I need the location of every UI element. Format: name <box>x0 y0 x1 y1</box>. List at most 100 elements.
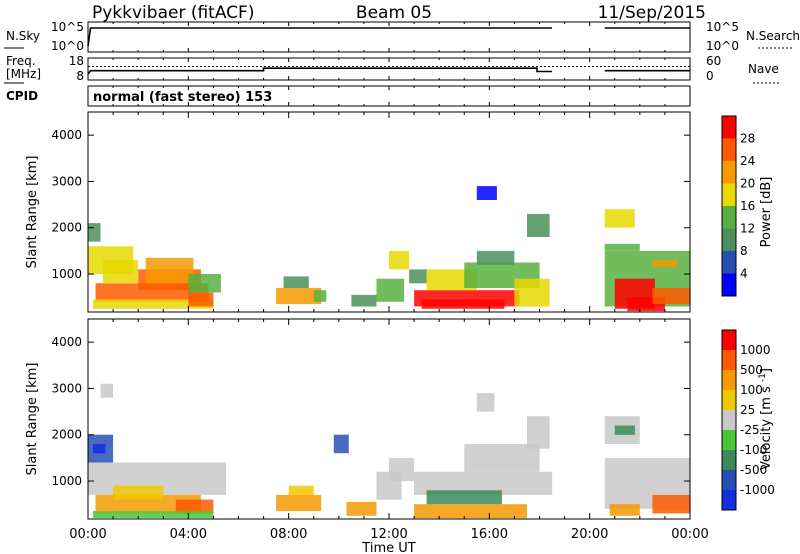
velocity-cell-15 <box>414 504 527 519</box>
time-tick-label-2: 08:00 <box>270 527 307 542</box>
freq-label-1: Freq. <box>6 54 36 68</box>
power-ytick-label-3: 4000 <box>51 128 82 142</box>
velocity-cell-6 <box>93 511 214 518</box>
nsky-panel-frame <box>87 21 691 53</box>
power-cbar-segment-7 <box>722 116 736 139</box>
power-cell-14 <box>389 250 410 270</box>
power-y-axis: 1000 2000 3000 4000 <box>51 128 690 281</box>
velocity-cell-14 <box>414 471 553 495</box>
power-cbar-segment-0 <box>722 273 736 296</box>
power-cbar-tick-2: 12 <box>740 222 755 236</box>
velocity-cell-21 <box>609 504 640 516</box>
nsky-tick-bottom: 10^0 <box>51 39 84 53</box>
date-title: 11/Sep/2015 <box>598 3 706 23</box>
velocity-colorbar: 1000 500 100 25 -25 -100 -500 -1000 <box>721 329 775 511</box>
velocity-cbar-segment-1 <box>722 470 736 490</box>
power-heatmap <box>88 186 690 312</box>
velocity-cbar-label-tail: ] <box>759 368 774 373</box>
radar-title: Pykkvibaer (fitACF) <box>92 3 254 23</box>
freq-series <box>87 66 690 75</box>
power-cell-9 <box>276 287 322 305</box>
power-cell-15 <box>409 269 427 284</box>
velocity-cbar-tick-1: 500 <box>740 363 763 377</box>
power-cbar-segment-4 <box>722 183 736 206</box>
velocity-ytick-label-3: 4000 <box>51 335 82 349</box>
velocity-cell-4 <box>113 485 164 500</box>
velocity-cbar-segment-2 <box>722 450 736 470</box>
velocity-cbar-tick-3: 25 <box>740 403 755 417</box>
power-cell-3 <box>103 260 139 284</box>
power-cell-20 <box>476 250 515 265</box>
nave-tick-top: 60 <box>706 54 721 68</box>
series-line-0 <box>87 67 690 75</box>
time-axis-title: Time UT <box>361 541 415 554</box>
velocity-cbar-segment-6 <box>722 370 736 390</box>
velocity-cell-8 <box>276 494 322 512</box>
velocity-cell-9 <box>288 485 314 495</box>
velocity-cbar-segment-3 <box>722 430 736 450</box>
power-cbar-segment-6 <box>722 138 736 161</box>
velocity-cbar-tick-6: -500 <box>740 463 767 477</box>
velocity-cbar-segment-7 <box>722 350 736 370</box>
velocity-cell-12 <box>389 457 415 481</box>
beam-title: Beam 05 <box>356 3 432 23</box>
power-cell-30 <box>652 260 678 267</box>
velocity-ytick-label-1: 2000 <box>51 428 82 442</box>
power-cell-27 <box>652 287 690 305</box>
power-cell-23 <box>476 186 497 200</box>
power-cell-12 <box>351 294 377 307</box>
nsearch-tick-bottom: 10^0 <box>706 39 739 53</box>
nave-tick-bottom: 0 <box>706 69 714 83</box>
power-ytick-label-2: 3000 <box>51 174 82 188</box>
power-cbar-tick-1: 8 <box>740 244 748 258</box>
velocity-cbar-tick-7: -1000 <box>740 483 775 497</box>
velocity-cell-18 <box>527 416 550 449</box>
freq-tick-bottom: 8 <box>76 69 84 83</box>
power-cell-10 <box>283 276 309 288</box>
time-tick-label-3: 12:00 <box>370 527 407 542</box>
power-cbar-segment-2 <box>722 228 736 251</box>
nsky-series <box>87 27 690 47</box>
nsky-tick-top: 10^5 <box>51 20 84 34</box>
velocity-cbar-frame <box>721 329 737 511</box>
time-tick-label-5: 20:00 <box>571 527 608 542</box>
power-cbar-segment-5 <box>722 161 736 184</box>
power-colorbar: 4 8 12 16 20 24 28 <box>721 115 755 297</box>
time-tick-label-6: 00:00 <box>671 527 708 542</box>
velocity-cell-13 <box>333 434 349 454</box>
velocity-heatmap <box>88 383 690 519</box>
power-cell-29 <box>604 243 640 251</box>
time-tick-label-0: 00:00 <box>69 527 106 542</box>
velocity-cbar-tick-4: -25 <box>740 423 760 437</box>
power-cell-11 <box>313 290 327 302</box>
velocity-ytick-label-0: 1000 <box>51 474 82 488</box>
velocity-y-axis: 1000 2000 3000 4000 <box>51 335 690 488</box>
power-cell-6 <box>93 299 214 309</box>
power-cell-1 <box>88 223 101 242</box>
power-cell-22 <box>527 213 550 237</box>
power-cbar-tick-6: 28 <box>740 132 755 146</box>
power-ylabel: Slant Range [km] <box>25 156 40 269</box>
freq-tick-top: 18 <box>69 54 84 68</box>
velocity-cell-22 <box>652 494 690 514</box>
power-cbar-segment-1 <box>722 251 736 274</box>
nsearch-label: N.Search <box>746 29 800 43</box>
power-cbar-frame <box>721 115 737 297</box>
velocity-cell-5 <box>175 499 214 514</box>
velocity-cell-19 <box>476 393 495 412</box>
velocity-cbar-segment-0 <box>722 490 736 510</box>
power-cell-7 <box>188 292 214 307</box>
velocity-ytick-label-2: 3000 <box>51 381 82 395</box>
velocity-cbar-label-exponent: -1 <box>758 373 768 382</box>
nsearch-tick-top: 10^5 <box>706 20 739 34</box>
power-ytick-label-0: 1000 <box>51 267 82 281</box>
nave-label: Nave <box>748 62 779 76</box>
cpid-value: normal (fast stereo) 153 <box>93 90 272 105</box>
power-cell-8 <box>188 274 221 293</box>
power-cell-5 <box>145 257 194 284</box>
time-axis: 00:00 04:00 08:00 12:00 16:00 20:00 00:00 <box>69 22 709 542</box>
freq-label-2: [MHz] <box>6 67 41 81</box>
velocity-ylabel: Slant Range [km] <box>25 363 40 476</box>
velocity-cell-24 <box>614 425 635 435</box>
